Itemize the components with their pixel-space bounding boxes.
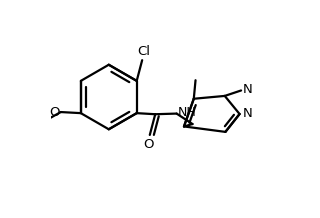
Text: O: O	[143, 138, 154, 151]
Text: Cl: Cl	[137, 45, 150, 58]
Text: NH: NH	[178, 106, 196, 119]
Text: O: O	[50, 106, 60, 119]
Text: N: N	[243, 83, 252, 96]
Text: N: N	[243, 107, 253, 120]
